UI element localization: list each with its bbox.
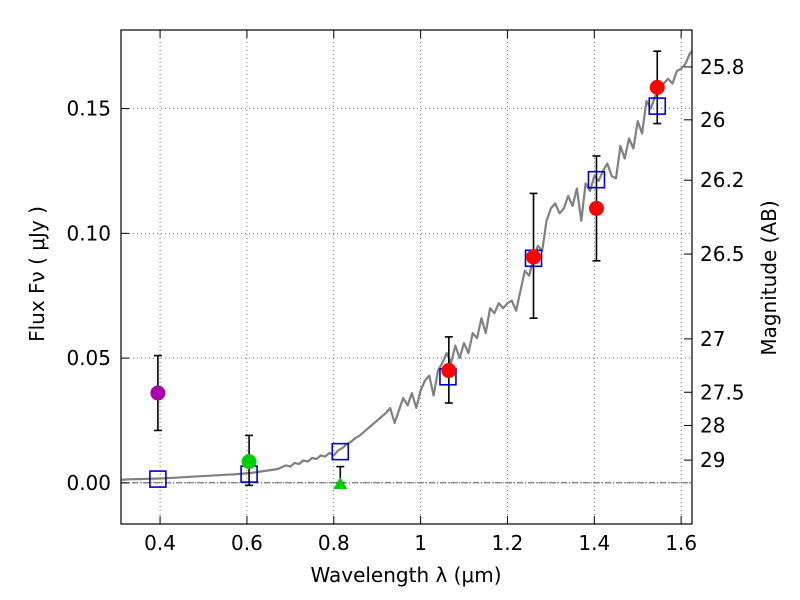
model-point-square [149, 470, 167, 488]
right-tick-label: 28 [700, 413, 725, 437]
x-tick-label: 1.6 [665, 531, 697, 555]
data-point-circle [526, 249, 542, 265]
model-point-square [648, 97, 667, 115]
x-tick-label: 0.8 [318, 531, 350, 555]
right-tick-label: 25.8 [700, 55, 745, 79]
x-tick-label: 1.4 [578, 531, 610, 555]
upper-limit-triangle [333, 477, 348, 490]
data-point-circle [588, 200, 604, 216]
x-axis-title: Wavelength λ (μm) [310, 563, 501, 587]
right-tick-label: 26.2 [700, 168, 745, 192]
data-point-circle [241, 454, 257, 470]
data-point-circle [441, 363, 457, 379]
x-tick-label: 0.4 [144, 531, 176, 555]
model-spectrum-layer [120, 50, 693, 481]
right-tick-label: 26.5 [700, 242, 745, 266]
data-point-circle [150, 385, 166, 401]
marker-layer [149, 79, 667, 490]
y-tick-label: 0.15 [66, 97, 111, 121]
model-spectrum-line [120, 50, 693, 481]
x-tick-label: 1.2 [492, 531, 524, 555]
tick-layer: 0.4 0.6 0.8 1 1.2 1.4 1.6 0.00 0.05 0.10 0.15 25.8 2… [66, 30, 745, 555]
right-tick-label: 27 [700, 327, 725, 351]
plot-frame [120, 29, 693, 525]
x-tick-label: 0.6 [231, 531, 263, 555]
y-tick-label: 0.05 [66, 346, 111, 370]
y-tick-label: 0.00 [66, 471, 111, 495]
y-tick-label: 0.10 [66, 221, 111, 245]
x-tick-label: 1 [414, 531, 427, 555]
data-point-circle [649, 79, 665, 95]
right-tick-label: 29 [700, 448, 725, 472]
model-point-square [587, 170, 606, 189]
right-tick-label: 27.5 [700, 380, 745, 404]
right-tick-label: 26 [700, 108, 725, 132]
y-axis-title: Flux Fν ( μJy ) [25, 206, 49, 342]
model-point-square [331, 442, 350, 461]
right-axis-title: Magnitude (AB) [757, 200, 781, 355]
